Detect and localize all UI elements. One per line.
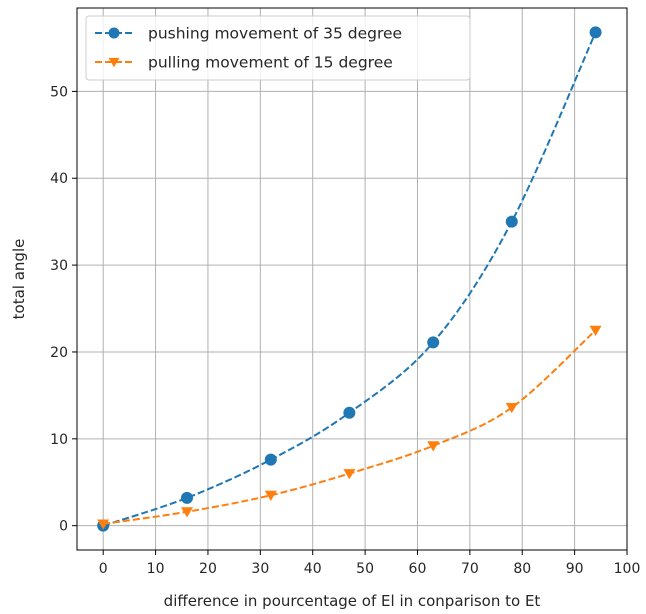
y-tick-label: 10 [50, 432, 68, 448]
x-tick-label: 40 [304, 561, 322, 577]
data-point [589, 325, 602, 336]
series-pulling [97, 325, 602, 530]
legend-marker-pulling [108, 57, 120, 68]
series-pushing [97, 26, 602, 532]
x-tick-label: 50 [356, 561, 374, 577]
data-point [589, 26, 602, 39]
legend: pushing movement of 35 degree pulling mo… [85, 15, 471, 81]
y-tick-label: 20 [50, 345, 68, 361]
legend-label-pulling: pulling movement of 15 degree [148, 54, 393, 72]
plot-frame [76, 7, 628, 551]
legend-label-pushing: pushing movement of 35 degree [148, 25, 402, 43]
grid [77, 8, 628, 550]
y-tick-label: 0 [59, 519, 68, 535]
legend-box [85, 15, 471, 81]
x-tick-label: 60 [409, 561, 427, 577]
x-tick-label: 80 [513, 561, 531, 577]
legend-marker-pushing [108, 27, 120, 39]
x-tick-label: 10 [147, 561, 165, 577]
legend-item-pushing: pushing movement of 35 degree [95, 25, 402, 43]
y-axis-label: total angle [10, 239, 28, 320]
series-line [103, 329, 597, 525]
data-point [343, 406, 356, 419]
legend-item-pulling: pulling movement of 15 degree [95, 54, 393, 72]
data-point [343, 469, 356, 480]
data-point [97, 519, 110, 530]
x-axis-label: difference in pourcentage of El in conpa… [164, 592, 541, 610]
y-tick-label: 40 [50, 171, 68, 187]
x-tick-label: 70 [461, 561, 479, 577]
x-tick-label: 100 [614, 561, 641, 577]
y-tick-label: 30 [50, 258, 68, 274]
data-point [181, 507, 193, 518]
x-tick-label: 20 [199, 561, 217, 577]
data-point [264, 453, 277, 466]
data-point [427, 336, 440, 349]
data-point [427, 441, 440, 452]
data-point [264, 490, 277, 501]
series-line [102, 31, 597, 527]
x-tick-label: 0 [99, 561, 108, 577]
y-tick-label: 50 [50, 84, 68, 100]
x-axis-ticks: 0 10 20 30 40 50 60 70 80 90 100 [99, 550, 641, 577]
x-tick-label: 90 [566, 561, 584, 577]
series-group [97, 26, 602, 532]
data-point [505, 403, 518, 414]
data-point [505, 215, 518, 228]
data-point [181, 491, 193, 504]
x-tick-label: 30 [251, 561, 269, 577]
y-axis-ticks: 0 10 20 30 40 50 [50, 84, 77, 535]
